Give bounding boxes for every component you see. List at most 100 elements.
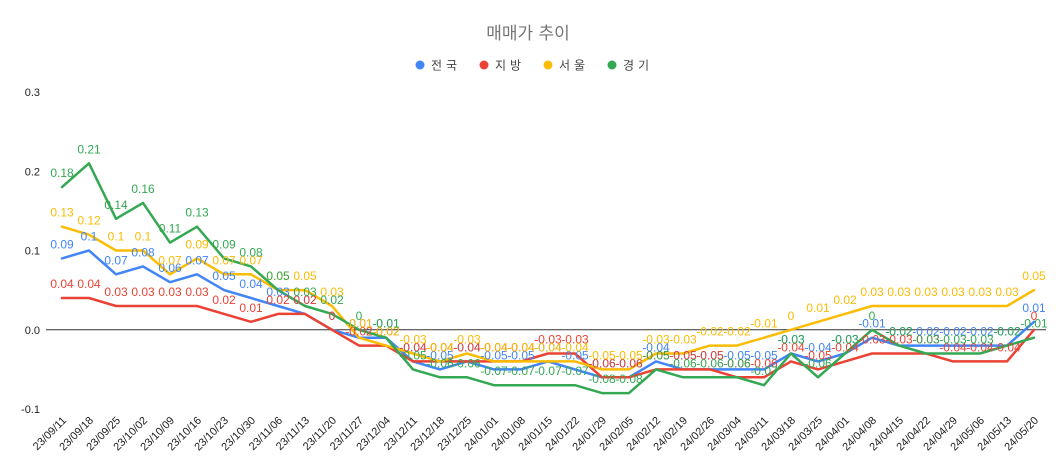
data-label: 0.06 (158, 261, 182, 275)
legend-label: 경기 (623, 59, 653, 73)
data-label: -0.01 (372, 317, 400, 331)
data-label: -0.04 (480, 340, 508, 354)
data-label: 0.02 (320, 293, 344, 307)
data-label: -0.06 (750, 356, 778, 370)
legend-item: 지방 (479, 59, 525, 73)
data-label: -0.03 (912, 333, 940, 347)
data-label: 0.03 (887, 285, 911, 299)
data-label: -0.05 (669, 348, 697, 362)
legend-label: 지방 (495, 59, 525, 73)
data-label: 0.1 (108, 230, 125, 244)
data-label: -0.02 (885, 325, 913, 339)
data-label: -0.04 (480, 340, 508, 354)
data-label: 0.04 (77, 277, 101, 291)
legend-item: 서울 (543, 59, 585, 73)
data-label: -0.04 (939, 340, 967, 354)
data-label: -0.04 (507, 340, 535, 354)
data-label: -0.07 (480, 364, 508, 378)
legend: 전국 지방 서울 경기 (415, 59, 653, 73)
data-label: 0 (356, 309, 363, 323)
x-axis: 23/09/1123/09/1823/09/2523/10/0223/10/09… (31, 415, 1041, 454)
data-label: -0.02 (939, 325, 967, 339)
data-label: 0.01 (239, 301, 263, 315)
data-label: -0.04 (507, 340, 535, 354)
data-label: -0.04 (804, 340, 832, 354)
data-label: -0.06 (723, 356, 751, 370)
data-label: -0.02 (912, 325, 940, 339)
data-label: -0.04 (426, 340, 454, 354)
data-label: 0.08 (131, 245, 155, 259)
data-label: -0.03 (831, 333, 859, 347)
legend-item: 전국 (415, 59, 461, 73)
data-label: 0.07 (185, 253, 209, 267)
legend-label: 전국 (431, 59, 461, 73)
data-label: -0.05 (750, 348, 778, 362)
data-label: -0.04 (642, 340, 670, 354)
data-label: -0.02 (993, 325, 1021, 339)
data-label: 0.18 (50, 166, 74, 180)
data-label: -0.03 (777, 333, 805, 347)
legend-marker (607, 60, 617, 70)
data-label: -0.05 (696, 348, 724, 362)
data-label: -0.07 (750, 364, 778, 378)
data-label: 0.07 (239, 253, 263, 267)
data-label: -0.03 (777, 333, 805, 347)
y-tick-label: 0.2 (25, 166, 40, 178)
data-label: -0.02 (696, 325, 724, 339)
data-label: -0.03 (561, 333, 589, 347)
data-label: -0.07 (507, 364, 535, 378)
data-label: -0.03 (939, 333, 967, 347)
data-label: -0.05 (561, 348, 589, 362)
data-labels: 0.090.10.070.080.060.070.050.040.030.020… (50, 142, 1048, 386)
data-label: -0.02 (372, 325, 400, 339)
series-line (60, 249, 1036, 379)
data-label: -0.04 (534, 340, 562, 354)
data-label: -0.04 (777, 340, 805, 354)
data-label: -0.04 (399, 340, 427, 354)
data-label: 0.02 (293, 293, 317, 307)
data-label: 0.05 (266, 269, 290, 283)
data-label: 0.04 (239, 277, 263, 291)
data-label: 0 (1031, 309, 1038, 323)
data-label: -0.03 (669, 333, 697, 347)
data-label: -0.08 (588, 372, 616, 386)
data-label: -0.05 (399, 348, 427, 362)
data-label: -0.03 (831, 333, 859, 347)
data-label: 0.05 (293, 269, 317, 283)
data-label: -0.07 (534, 364, 562, 378)
data-label: -0.03 (642, 333, 670, 347)
data-label: 0.01 (806, 301, 830, 315)
data-label: 0 (788, 309, 795, 323)
data-label: 0.02 (212, 293, 236, 307)
data-label: -0.06 (453, 356, 481, 370)
data-label: 0.03 (104, 285, 128, 299)
data-label: 0.03 (131, 285, 155, 299)
data-label: -0.02 (993, 325, 1021, 339)
data-label: 0.12 (77, 214, 101, 228)
y-tick-label: 0.0 (25, 325, 40, 337)
chart-title: 매매가 추이 (486, 24, 570, 44)
data-label: 0.03 (185, 285, 209, 299)
series-line (60, 225, 1036, 371)
data-label: -0.06 (696, 356, 724, 370)
series-line (60, 162, 1036, 395)
data-label: -0.02 (966, 325, 994, 339)
data-label: -0.03 (858, 333, 886, 347)
data-label: 0.14 (104, 198, 128, 212)
data-label: -0.03 (534, 333, 562, 347)
data-label: 0.1 (135, 230, 152, 244)
data-label: -0.04 (561, 340, 589, 354)
data-label: -0.03 (912, 333, 940, 347)
series-line (60, 296, 1036, 379)
data-label: -0.03 (453, 333, 481, 347)
data-label: -0.06 (669, 356, 697, 370)
data-label: -0.02 (885, 325, 913, 339)
data-label: 0.02 (266, 293, 290, 307)
data-label: -0.01 (1020, 317, 1048, 331)
legend-marker (479, 60, 489, 70)
data-label: 0.05 (1022, 269, 1046, 283)
data-label: 0.07 (212, 253, 236, 267)
data-label: 0.03 (266, 285, 290, 299)
data-label: -0.04 (831, 340, 859, 354)
data-label: -0.05 (804, 348, 832, 362)
